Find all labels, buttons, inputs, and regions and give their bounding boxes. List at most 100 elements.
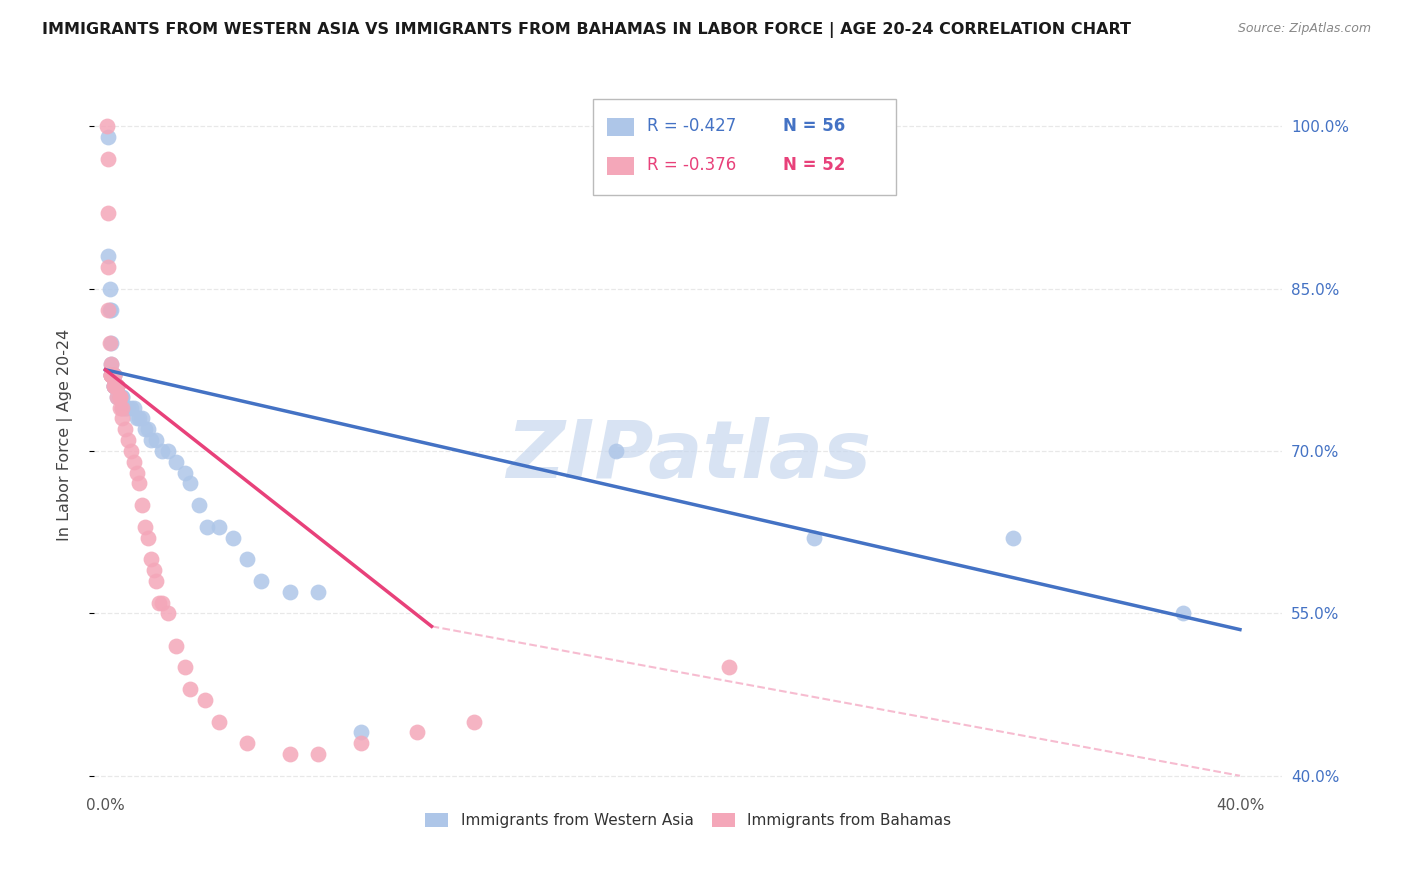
Point <box>120 444 142 458</box>
Point <box>179 682 201 697</box>
Point <box>197 519 219 533</box>
Point <box>105 379 128 393</box>
Point <box>103 379 125 393</box>
Point <box>307 747 329 761</box>
FancyBboxPatch shape <box>593 99 896 195</box>
Point <box>134 422 156 436</box>
Point <box>100 357 122 371</box>
Point <box>103 368 125 383</box>
Point <box>100 368 122 383</box>
Point <box>97 206 120 220</box>
Point <box>136 531 159 545</box>
Point <box>111 390 134 404</box>
Point <box>131 411 153 425</box>
Point <box>125 466 148 480</box>
Point <box>463 714 485 729</box>
Point <box>122 455 145 469</box>
Point <box>111 411 134 425</box>
Point <box>605 444 627 458</box>
Point <box>103 368 125 383</box>
Point <box>136 422 159 436</box>
Point <box>108 390 131 404</box>
Point <box>179 476 201 491</box>
Text: R = -0.376: R = -0.376 <box>647 155 735 174</box>
Point <box>100 357 122 371</box>
Point <box>350 736 373 750</box>
Point <box>103 368 125 383</box>
Point <box>108 390 131 404</box>
Legend: Immigrants from Western Asia, Immigrants from Bahamas: Immigrants from Western Asia, Immigrants… <box>419 807 957 834</box>
Point <box>100 368 122 383</box>
Point <box>307 584 329 599</box>
Point <box>236 552 259 566</box>
Point <box>111 390 134 404</box>
Y-axis label: In Labor Force | Age 20-24: In Labor Force | Age 20-24 <box>58 328 73 541</box>
Point <box>111 401 134 415</box>
Text: R = -0.427: R = -0.427 <box>647 117 735 135</box>
Point <box>103 379 125 393</box>
Point <box>108 390 131 404</box>
Point <box>97 130 120 145</box>
Point <box>105 379 128 393</box>
Point <box>156 444 179 458</box>
Point <box>100 368 122 383</box>
Point <box>142 563 165 577</box>
Point <box>108 390 131 404</box>
Point <box>105 379 128 393</box>
Point <box>278 747 301 761</box>
Point <box>145 574 167 588</box>
Point <box>208 714 231 729</box>
Point <box>97 303 120 318</box>
Point <box>718 660 741 674</box>
Point <box>150 444 173 458</box>
Point <box>100 368 122 383</box>
Text: Source: ZipAtlas.com: Source: ZipAtlas.com <box>1237 22 1371 36</box>
Point <box>120 401 142 415</box>
FancyBboxPatch shape <box>607 118 634 136</box>
Point <box>236 736 259 750</box>
Point <box>97 249 120 263</box>
Point <box>803 531 825 545</box>
Point <box>103 379 125 393</box>
Point <box>100 368 122 383</box>
Point <box>114 401 136 415</box>
Point <box>278 584 301 599</box>
Point <box>173 660 195 674</box>
Point <box>139 433 162 447</box>
Point <box>173 466 195 480</box>
Point <box>350 725 373 739</box>
Point <box>134 519 156 533</box>
Point <box>1002 531 1025 545</box>
Point <box>105 390 128 404</box>
Point <box>103 379 125 393</box>
Point <box>128 476 150 491</box>
Point <box>139 552 162 566</box>
Point <box>96 119 118 133</box>
Point <box>114 401 136 415</box>
Point <box>108 401 131 415</box>
Point <box>156 607 179 621</box>
Point <box>122 401 145 415</box>
Point <box>103 368 125 383</box>
Point <box>125 411 148 425</box>
Point <box>194 693 217 707</box>
Point <box>1173 607 1195 621</box>
Point <box>105 390 128 404</box>
Point <box>97 152 120 166</box>
Point <box>100 335 122 350</box>
Point <box>250 574 273 588</box>
Point <box>97 260 120 274</box>
Point <box>101 368 124 383</box>
Point <box>108 390 131 404</box>
Text: IMMIGRANTS FROM WESTERN ASIA VS IMMIGRANTS FROM BAHAMAS IN LABOR FORCE | AGE 20-: IMMIGRANTS FROM WESTERN ASIA VS IMMIGRAN… <box>42 22 1132 38</box>
Point <box>105 379 128 393</box>
Point <box>114 422 136 436</box>
Point <box>188 498 211 512</box>
Point <box>100 303 122 318</box>
Point <box>98 335 121 350</box>
Point <box>150 595 173 609</box>
Point <box>103 368 125 383</box>
Point <box>100 368 122 383</box>
Text: N = 56: N = 56 <box>783 117 845 135</box>
Point <box>105 379 128 393</box>
